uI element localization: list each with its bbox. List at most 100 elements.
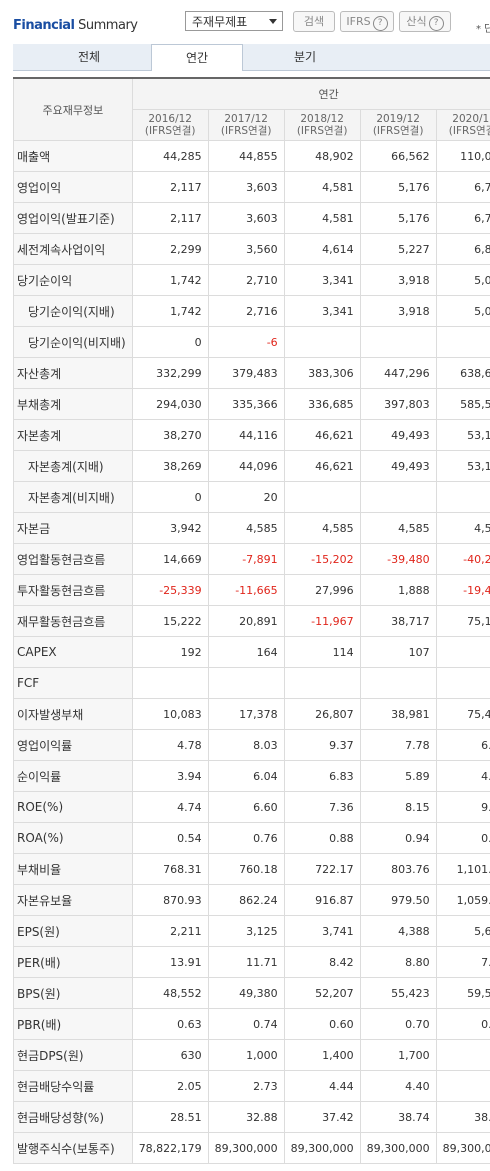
- cell: 75,187: [435, 605, 490, 637]
- row: 발행주식수(보통주) 78,822,179 89,300,000 89,300,000…: [13, 1132, 490, 1164]
- tab[interactable]: 전체: [77, 50, 101, 64]
- row-label: 부채비율: [13, 853, 133, 885]
- row-label: 투자활동현금흐름: [13, 574, 133, 606]
- cell: 9.89: [435, 791, 490, 823]
- unit-note: * 단: [476, 24, 490, 35]
- cell: 78,822,179: [131, 1132, 209, 1164]
- cell: 75,448: [435, 698, 490, 730]
- cell: [283, 667, 361, 699]
- row-label: 현금배당성향(%): [13, 1101, 133, 1133]
- row: ROA(%)0.540.760.880.940.94: [13, 822, 490, 854]
- basis: (IFRS연결): [372, 125, 424, 137]
- cell: [207, 667, 285, 699]
- cell: 4,585: [359, 512, 437, 544]
- cell: [359, 481, 437, 513]
- cell: 3,603: [207, 171, 285, 203]
- statement-select[interactable]: 주재무제표: [185, 11, 283, 31]
- row-label: 자본총계(지배): [13, 450, 133, 482]
- tab[interactable]: 연간: [151, 44, 243, 71]
- cell: 0.94: [435, 822, 490, 854]
- cell: 0: [131, 481, 209, 513]
- row: PBR(배)0.630.740.600.700.68: [13, 1008, 490, 1040]
- cell: 4,585: [435, 512, 490, 544]
- title: Financial Summary: [13, 18, 138, 33]
- cell: 44,285: [131, 140, 209, 172]
- cell: 38.74: [359, 1101, 437, 1133]
- cell: 38,269: [131, 450, 209, 482]
- cell: 335,366: [207, 388, 285, 420]
- cell: 379,483: [207, 357, 285, 389]
- cell: 0.63: [131, 1008, 209, 1040]
- cell: 585,526: [435, 388, 490, 420]
- row: 당기순이익(비지배) 0 -6: [13, 326, 490, 358]
- row-label: 재무활동현금흐름: [13, 605, 133, 637]
- cell: 1,700: [359, 1039, 437, 1071]
- cell: 3,918: [359, 295, 437, 327]
- cell: 6.16: [435, 729, 490, 761]
- row: CAPEX19216411410760: [13, 636, 490, 668]
- cell: 7.11: [435, 946, 490, 978]
- cell: [359, 667, 437, 699]
- cell: 44,096: [207, 450, 285, 482]
- cell: 59,542: [435, 977, 490, 1009]
- cell: 0.70: [359, 1008, 437, 1040]
- cell: [435, 1039, 490, 1071]
- cell: 4.44: [283, 1070, 361, 1102]
- row: FCF: [13, 667, 490, 699]
- title-sub: Summary: [78, 18, 138, 33]
- cell: 0.74: [207, 1008, 285, 1040]
- cell: 37.42: [283, 1101, 361, 1133]
- cell: 8.15: [359, 791, 437, 823]
- period: 2017/12: [224, 113, 268, 125]
- formula-button[interactable]: 산식?: [399, 11, 451, 32]
- cell: 28.51: [131, 1101, 209, 1133]
- cell: 294,030: [131, 388, 209, 420]
- search-button[interactable]: 검색: [293, 11, 335, 32]
- cell: 20,891: [207, 605, 285, 637]
- cell: [435, 1070, 490, 1102]
- cell: 0: [131, 326, 209, 358]
- basis: (IFRS연결): [144, 125, 196, 137]
- cell: 107: [359, 636, 437, 668]
- cell: -11,665: [207, 574, 285, 606]
- cell: 336,685: [283, 388, 361, 420]
- row: 현금DPS(원) 630 1,000 1,400 1,700: [13, 1039, 490, 1071]
- row-label: 발행주식수(보통주): [13, 1132, 133, 1164]
- cell: 2.05: [131, 1070, 209, 1102]
- row-label: 영업이익(발표기준): [13, 202, 133, 234]
- ifrs-button[interactable]: IFRS?: [340, 11, 394, 32]
- cell: 114: [283, 636, 361, 668]
- tab[interactable]: 분기: [293, 50, 317, 64]
- cell: 6.04: [207, 760, 285, 792]
- formula-label: 산식: [406, 15, 427, 28]
- cell: 44,116: [207, 419, 285, 451]
- ifrs-label: IFRS: [346, 15, 371, 28]
- cell: 862.24: [207, 884, 285, 916]
- cell: 49,380: [207, 977, 285, 1009]
- row-label: 자본금: [13, 512, 133, 544]
- cell: 1,742: [131, 264, 209, 296]
- cell: 3,603: [207, 202, 285, 234]
- cell: 5,078: [435, 295, 490, 327]
- cell: 53,171: [435, 419, 490, 451]
- cell: 332,299: [131, 357, 209, 389]
- cell: 46,621: [283, 419, 361, 451]
- cell: -39,480: [359, 543, 437, 575]
- cell: 192: [131, 636, 209, 668]
- cell: 760.18: [207, 853, 285, 885]
- row-label: PBR(배): [13, 1008, 133, 1040]
- row-label: 영업이익: [13, 171, 133, 203]
- cell: 48,552: [131, 977, 209, 1009]
- cell: 7.78: [359, 729, 437, 761]
- cell: 1,000: [207, 1039, 285, 1071]
- cell: 0.68: [435, 1008, 490, 1040]
- header-row: 주요재무정보 연간: [13, 77, 490, 141]
- cell: 0.76: [207, 822, 285, 854]
